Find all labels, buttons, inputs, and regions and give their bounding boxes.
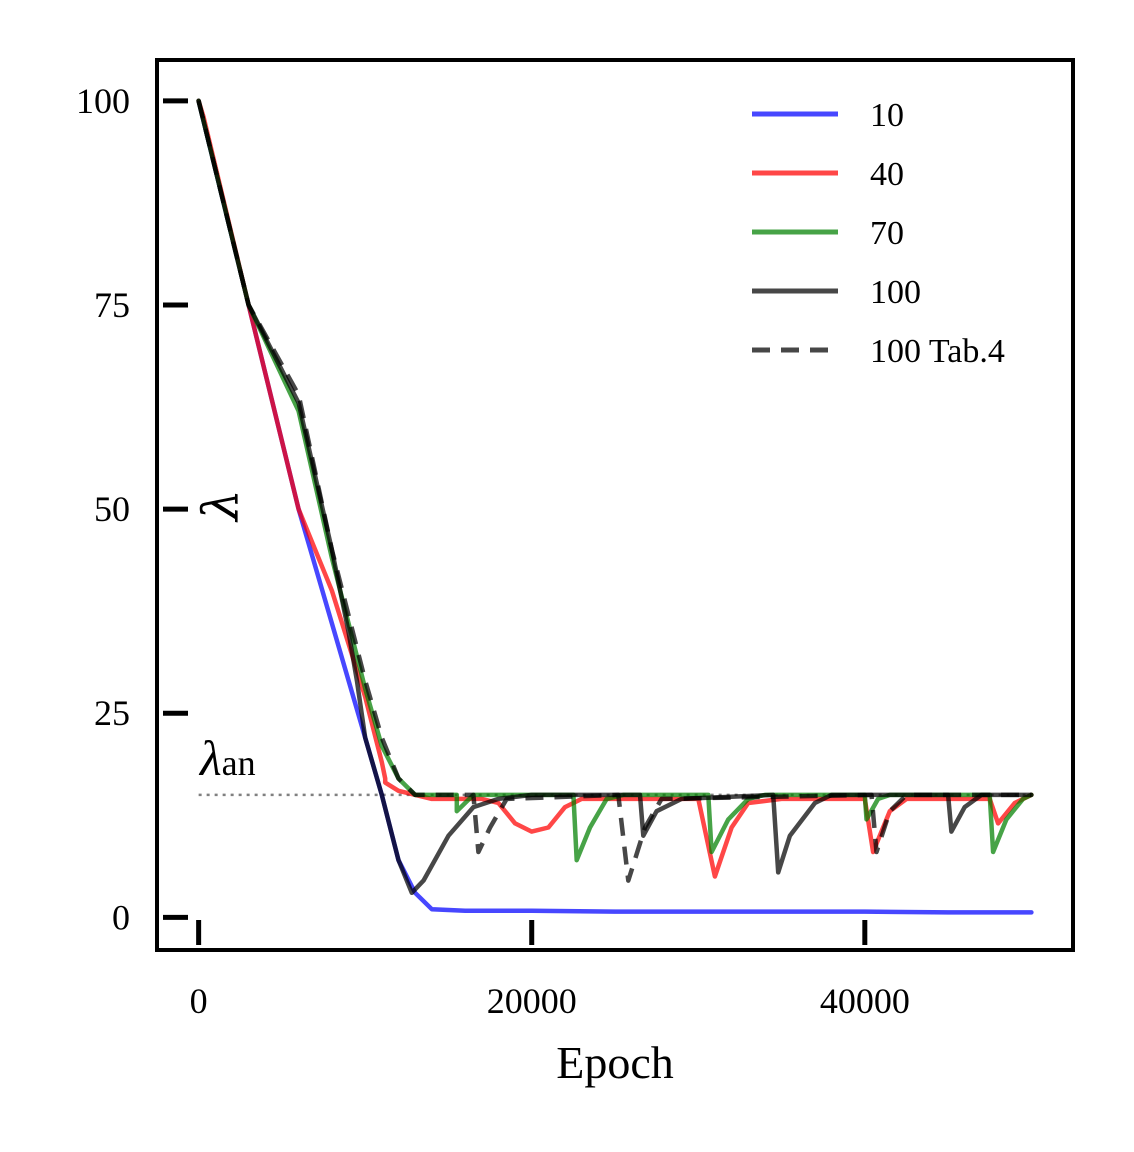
series-line-100	[196, 98, 1034, 896]
y-axis: 0 25 50 75 100	[76, 81, 188, 937]
legend: 10 40 70 100 100 Tab.4	[752, 97, 1005, 370]
x-axis: 0 20000 40000	[190, 920, 910, 1021]
x-axis-label: Epoch	[556, 1037, 674, 1088]
legend-label-100: 100	[870, 274, 921, 311]
series-line-100-tab-4	[196, 100, 1032, 883]
y-tick-label: 0	[112, 897, 130, 937]
lambda-an-annotation: λan	[198, 730, 256, 786]
series-line-70	[196, 98, 1034, 863]
x-tick-label: 0	[190, 981, 208, 1021]
plot-area	[196, 98, 1034, 915]
legend-label-10: 10	[870, 97, 904, 134]
legend-label-70: 70	[870, 215, 904, 252]
y-tick-label: 75	[94, 285, 130, 325]
legend-label-40: 40	[870, 156, 904, 193]
legend-label-100-tab-4: 100 Tab.4	[870, 333, 1005, 370]
series-line-10	[196, 98, 1034, 915]
plot-frame	[155, 58, 1075, 952]
x-tick-label: 20000	[487, 981, 577, 1021]
series-line-40	[196, 98, 1034, 879]
y-tick-label: 25	[94, 693, 130, 733]
y-tick-label: 50	[94, 489, 130, 529]
y-tick-label: 100	[76, 81, 130, 121]
lambda-an-symbol: λ	[198, 730, 222, 786]
x-tick-label: 40000	[820, 981, 910, 1021]
lambda-an-subscript: an	[222, 743, 256, 783]
y-axis-label: λ	[192, 489, 250, 523]
